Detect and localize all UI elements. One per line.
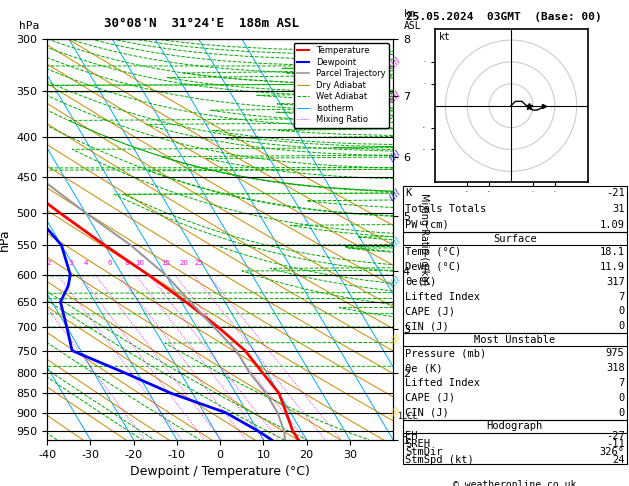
Text: -27: -27: [606, 432, 625, 441]
Text: ////: ////: [387, 406, 403, 420]
Text: hPa: hPa: [19, 21, 40, 31]
Text: 4: 4: [84, 260, 89, 266]
Text: EH: EH: [405, 432, 418, 441]
Text: ////: ////: [387, 236, 403, 250]
X-axis label: Dewpoint / Temperature (°C): Dewpoint / Temperature (°C): [130, 465, 310, 478]
Text: CIN (J): CIN (J): [405, 321, 449, 331]
Text: 20: 20: [180, 260, 189, 266]
Text: 0: 0: [618, 321, 625, 331]
Text: ////: ////: [387, 275, 403, 289]
Y-axis label: hPa: hPa: [0, 228, 11, 251]
Text: ////: ////: [387, 56, 403, 70]
Text: 24: 24: [612, 455, 625, 465]
Text: Lifted Index: Lifted Index: [405, 378, 480, 388]
Text: 0: 0: [618, 408, 625, 417]
Text: 326°: 326°: [599, 447, 625, 457]
Text: 7: 7: [618, 378, 625, 388]
Legend: Temperature, Dewpoint, Parcel Trajectory, Dry Adiabat, Wet Adiabat, Isotherm, Mi: Temperature, Dewpoint, Parcel Trajectory…: [294, 43, 389, 128]
Text: 318: 318: [606, 363, 625, 373]
Text: θe (K): θe (K): [405, 363, 443, 373]
Text: K: K: [405, 189, 411, 198]
Text: Pressure (mb): Pressure (mb): [405, 348, 486, 358]
Text: 30°08'N  31°24'E  188m ASL: 30°08'N 31°24'E 188m ASL: [104, 17, 299, 30]
Text: Dewp (°C): Dewp (°C): [405, 262, 461, 272]
Text: 11.9: 11.9: [599, 262, 625, 272]
Text: CAPE (J): CAPE (J): [405, 306, 455, 316]
Text: 15: 15: [161, 260, 170, 266]
Y-axis label: Mixing Ratio (g/kg): Mixing Ratio (g/kg): [420, 193, 430, 285]
Text: PW (cm): PW (cm): [405, 220, 449, 229]
Text: ////: ////: [387, 90, 403, 104]
Text: 3: 3: [68, 260, 73, 266]
Text: 6: 6: [108, 260, 112, 266]
Text: 975: 975: [606, 348, 625, 358]
Text: 10: 10: [136, 260, 145, 266]
Text: 0: 0: [618, 393, 625, 403]
Text: 0: 0: [618, 306, 625, 316]
Text: ////: ////: [387, 187, 403, 202]
Text: 31: 31: [612, 204, 625, 214]
Text: CIN (J): CIN (J): [405, 408, 449, 417]
Text: Temp (°C): Temp (°C): [405, 247, 461, 257]
Text: 25: 25: [194, 260, 203, 266]
Text: 1LCL: 1LCL: [398, 412, 418, 421]
Text: 18.1: 18.1: [599, 247, 625, 257]
Text: 8: 8: [125, 260, 129, 266]
Text: Totals Totals: Totals Totals: [405, 204, 486, 214]
Text: © weatheronline.co.uk: © weatheronline.co.uk: [453, 480, 577, 486]
Text: kt: kt: [439, 32, 450, 42]
Text: km
ASL: km ASL: [404, 9, 421, 31]
Text: StmDir: StmDir: [405, 447, 443, 457]
Text: SREH: SREH: [405, 439, 430, 450]
Text: -11: -11: [606, 439, 625, 450]
Text: Surface: Surface: [493, 234, 537, 243]
Text: Lifted Index: Lifted Index: [405, 292, 480, 301]
Text: 7: 7: [618, 292, 625, 301]
Text: ////: ////: [387, 148, 403, 163]
Text: 25.05.2024  03GMT  (Base: 00): 25.05.2024 03GMT (Base: 00): [406, 12, 601, 22]
Text: θe(K): θe(K): [405, 277, 437, 287]
Text: Hodograph: Hodograph: [487, 421, 543, 431]
Text: 1.09: 1.09: [599, 220, 625, 229]
Text: CAPE (J): CAPE (J): [405, 393, 455, 403]
Text: StmSpd (kt): StmSpd (kt): [405, 455, 474, 465]
Text: 317: 317: [606, 277, 625, 287]
Text: Most Unstable: Most Unstable: [474, 335, 555, 345]
Text: ////: ////: [387, 333, 403, 347]
Text: 2: 2: [47, 260, 51, 266]
Text: -21: -21: [606, 189, 625, 198]
